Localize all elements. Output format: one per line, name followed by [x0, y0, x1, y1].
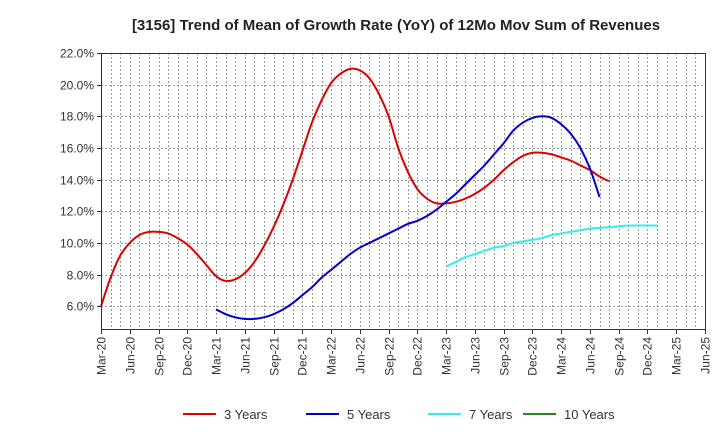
y-tick-label: 12.0% [60, 205, 94, 219]
x-tick-label: Mar-24 [555, 337, 569, 375]
x-tick-label: Dec-23 [526, 337, 540, 376]
x-tick-label: Sep-24 [613, 337, 627, 376]
plot-lines [100, 67, 658, 321]
x-tick-label: Jun-23 [469, 337, 483, 374]
y-tick-label: 22.0% [60, 47, 94, 61]
x-tick-label: Dec-21 [296, 337, 310, 376]
y-tick-label: 18.0% [60, 110, 94, 124]
x-tick-label: Jun-25 [699, 337, 713, 374]
legend-label-10-years: 10 Years [564, 407, 615, 422]
y-tick-label: 20.0% [60, 79, 94, 93]
y-tick-label: 8.0% [67, 269, 95, 283]
y-tick-label: 6.0% [67, 300, 95, 314]
y-axis: 6.0% 8.0% 10.0% 12.0% 14.0% 16.0% 18.0% 20.0% 22… [60, 47, 101, 314]
y-tick-label: 16.0% [60, 142, 94, 156]
y-tick-label: 14.0% [60, 174, 94, 188]
x-tick-label: Mar-22 [325, 337, 339, 375]
x-tick-label: Sep-23 [498, 337, 512, 376]
legend-label-3-years: 3 Years [224, 407, 268, 422]
series-line-3-years [100, 67, 610, 307]
x-tick-label: Jun-24 [584, 337, 598, 374]
x-tick-label: Sep-21 [268, 337, 282, 376]
x-tick-label: Mar-25 [670, 337, 684, 375]
legend-label-5-years: 5 Years [347, 407, 391, 422]
x-tick-label: Dec-24 [641, 337, 655, 376]
x-axis: Mar-20 Jun-20 Sep-20 Dec-20 Mar-21 Jun-21 Sep-… [95, 330, 713, 376]
chart-title: [3156] Trend of Mean of Growth Rate (YoY… [132, 17, 660, 34]
grid [101, 53, 705, 330]
plot-frame [101, 53, 706, 330]
x-tick-label: Jun-21 [239, 337, 253, 374]
x-tick-label: Sep-20 [153, 337, 167, 376]
x-tick-label: Jun-22 [354, 337, 368, 374]
x-tick-label: Mar-20 [95, 337, 109, 375]
legend: 3 Years 5 Years 7 Years 10 Years [183, 407, 615, 422]
series-line-7-years [445, 224, 658, 268]
x-tick-label: Jun-20 [124, 337, 138, 374]
y-tick-label: 10.0% [60, 237, 94, 251]
x-tick-label: Sep-22 [383, 337, 397, 376]
x-tick-label: Dec-20 [181, 337, 195, 376]
legend-label-7-years: 7 Years [469, 407, 513, 422]
x-tick-label: Dec-22 [411, 337, 425, 376]
x-tick-label: Mar-21 [210, 337, 224, 375]
series-line-5-years [215, 115, 601, 321]
x-tick-label: Mar-23 [440, 337, 454, 375]
